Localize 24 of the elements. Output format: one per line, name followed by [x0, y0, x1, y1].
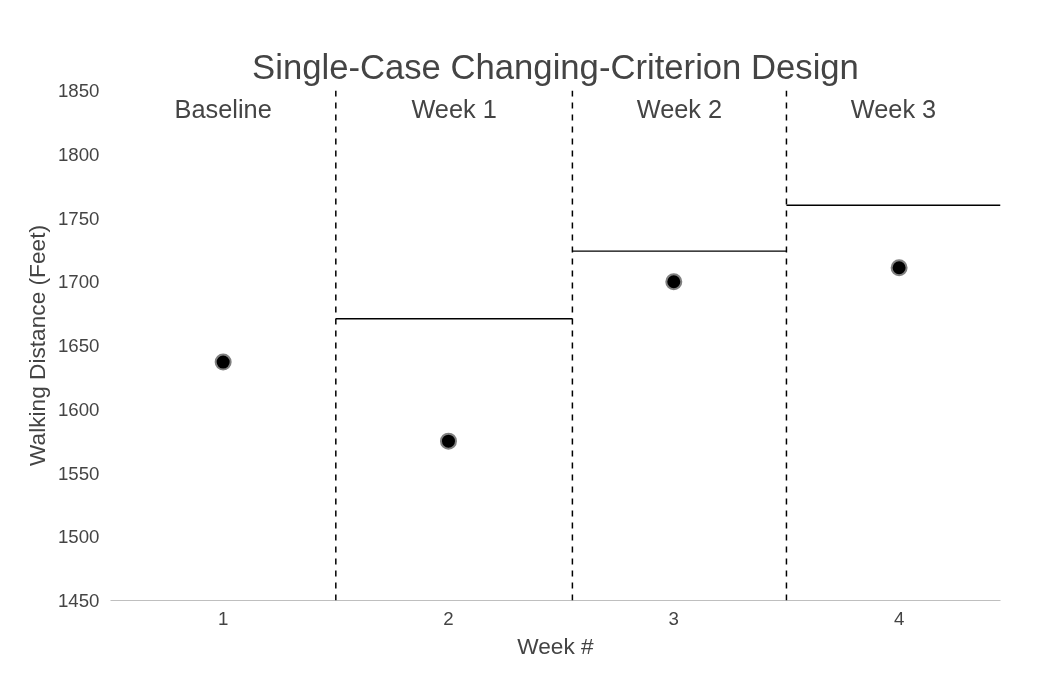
y-tick-label: 1500 [58, 526, 100, 548]
y-tick-label: 1750 [58, 207, 100, 229]
point [665, 273, 683, 291]
y-tick-label: 1850 [58, 80, 100, 101]
y-tick-label: 1550 [58, 462, 100, 484]
annotation: Week 2 [636, 94, 723, 123]
point [214, 353, 232, 371]
x-tick-label: 1 [217, 607, 229, 629]
y-tick-label: 1700 [58, 271, 100, 293]
point [890, 259, 908, 277]
x-tick-label: 4 [893, 607, 905, 629]
y-axis-title: Walking Distance (Feet) [24, 225, 50, 466]
chart-title: Single-Case Changing-Criterion Design [252, 47, 859, 86]
annotation: Week 3 [850, 94, 937, 123]
x-tick-label: 2 [443, 607, 454, 629]
y-tick-label: 1600 [58, 398, 100, 420]
point [439, 432, 457, 450]
x-tick-label: 3 [668, 607, 679, 629]
x-axis-title: Week # [517, 632, 595, 659]
annotation: Week 1 [411, 94, 497, 123]
annotation: Baseline [174, 94, 272, 123]
y-tick-label: 1800 [58, 143, 100, 165]
y-tick-label: 1450 [58, 590, 100, 611]
y-tick-label: 1650 [58, 335, 100, 356]
